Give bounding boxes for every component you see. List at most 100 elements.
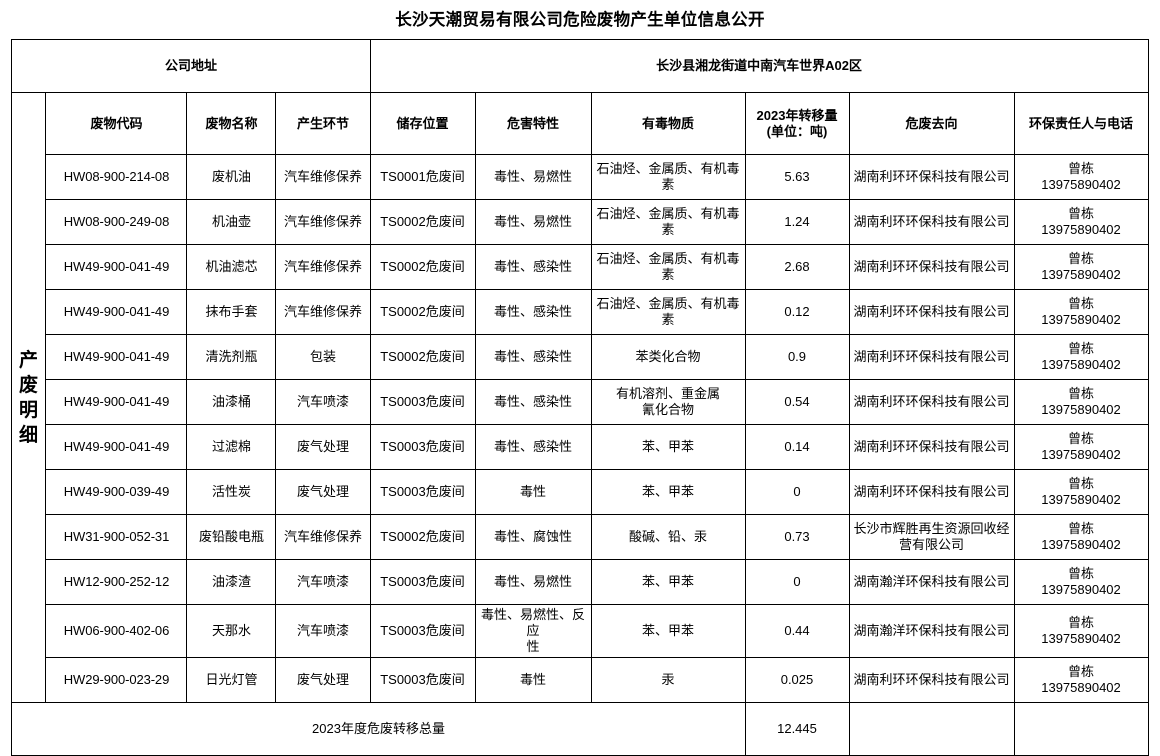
cell-hazard: 毒性、易燃性 — [474, 559, 592, 605]
cell-person-phone: 13975890402 — [1041, 177, 1121, 192]
col-header-responsible-person: 环保责任人与电话 — [1013, 92, 1149, 155]
hazardous-waste-disclosure-page: 长沙天潮贸易有限公司危险废物产生单位信息公开 公司地址 长沙县湘龙街道中南汽车世… — [11, 11, 1149, 756]
cell-waste-name: 日光灯管 — [186, 657, 277, 703]
cell-person-phone: 13975890402 — [1041, 447, 1121, 462]
cell-toxic-line1: 有机溶剂、重金属 — [615, 386, 720, 401]
cell-amount: 0.9 — [744, 334, 850, 380]
cell-destination: 湖南利环环保科技有限公司 — [848, 289, 1015, 335]
waste-disclosure-table: 公司地址 长沙县湘龙街道中南汽车世界A02区 产废明细 废物代码 废物名称 产生… — [11, 39, 1149, 756]
cell-destination: 湖南利环环保科技有限公司 — [848, 154, 1015, 200]
cell-person-name: 曾栋 — [1068, 341, 1095, 356]
cell-waste-name: 过滤棉 — [186, 424, 277, 470]
cell-waste-code: HW06-900-402-06 — [45, 604, 188, 658]
cell-amount: 0.54 — [744, 379, 850, 425]
cell-stage: 汽车喷漆 — [275, 379, 371, 425]
cell-hazard-line1: 毒性、易燃性、反应 — [480, 607, 585, 638]
cell-waste-code: HW08-900-214-08 — [45, 154, 188, 200]
cell-hazard-line2: 性 — [526, 639, 540, 654]
cell-person-phone: 13975890402 — [1041, 222, 1121, 237]
cell-storage: TS0003危废间 — [369, 657, 476, 703]
cell-responsible-person: 曾栋 13975890402 — [1013, 514, 1149, 560]
cell-waste-name: 抹布手套 — [186, 289, 277, 335]
cell-person-phone: 13975890402 — [1041, 631, 1121, 646]
address-value: 长沙县湘龙街道中南汽车世界A02区 — [369, 39, 1149, 93]
cell-destination: 湖南利环环保科技有限公司 — [848, 199, 1015, 245]
table-row: HW12-900-252-12 油漆渣 汽车喷漆 TS0003危废间 毒性、易燃… — [12, 559, 1149, 605]
cell-stage: 废气处理 — [275, 469, 371, 515]
total-destination-empty — [848, 702, 1015, 756]
col-header-toxic: 有毒物质 — [590, 92, 746, 155]
cell-toxic: 苯、甲苯 — [590, 604, 746, 658]
total-row: 2023年度危废转移总量 12.445 — [11, 702, 1149, 756]
cell-amount: 0.14 — [744, 424, 850, 470]
table-body: 公司地址 长沙县湘龙街道中南汽车世界A02区 产废明细 废物代码 废物名称 产生… — [11, 39, 1149, 756]
table-row: HW29-900-023-29 日光灯管 废气处理 TS0003危废间 毒性 汞… — [12, 657, 1149, 703]
cell-waste-code: HW49-900-041-49 — [45, 379, 188, 425]
cell-person-name: 曾栋 — [1068, 521, 1095, 536]
cell-waste-name: 油漆渣 — [186, 559, 277, 605]
side-label-production-detail: 产废明细 — [11, 92, 47, 703]
cell-person-name: 曾栋 — [1068, 476, 1095, 491]
side-label-text: 产废明细 — [18, 349, 39, 446]
cell-person-phone: 13975890402 — [1041, 357, 1121, 372]
cell-toxic: 石油烃、金属质、有机毒素 — [590, 244, 746, 290]
cell-person-name: 曾栋 — [1068, 615, 1095, 630]
cell-stage: 汽车维修保养 — [275, 289, 371, 335]
cell-hazard: 毒性 — [474, 469, 592, 515]
table-row: HW08-900-214-08 废机油 汽车维修保养 TS0001危废间 毒性、… — [12, 154, 1149, 200]
cell-destination: 湖南瀚洋环保科技有限公司 — [848, 559, 1015, 605]
cell-destination: 湖南利环环保科技有限公司 — [848, 657, 1015, 703]
cell-storage: TS0003危废间 — [369, 559, 476, 605]
cell-waste-code: HW49-900-041-49 — [45, 289, 188, 335]
table-row: HW49-900-041-49 过滤棉 废气处理 TS0003危废间 毒性、感染… — [12, 424, 1149, 470]
cell-waste-code: HW31-900-052-31 — [45, 514, 188, 560]
table-row: HW49-900-039-49 活性炭 废气处理 TS0003危废间 毒性 苯、… — [12, 469, 1149, 515]
cell-toxic: 苯、甲苯 — [590, 469, 746, 515]
table-row: HW08-900-249-08 机油壶 汽车维修保养 TS0002危废间 毒性、… — [12, 199, 1149, 245]
cell-toxic: 苯类化合物 — [590, 334, 746, 380]
cell-person-phone: 13975890402 — [1041, 537, 1121, 552]
col-header-stage: 产生环节 — [275, 92, 371, 155]
cell-waste-name: 废机油 — [186, 154, 277, 200]
cell-hazard: 毒性、易燃性 — [474, 199, 592, 245]
cell-person-name: 曾栋 — [1068, 566, 1095, 581]
cell-amount: 2.68 — [744, 244, 850, 290]
cell-waste-code: HW08-900-249-08 — [45, 199, 188, 245]
table-row: HW06-900-402-06 天那水 汽车喷漆 TS0003危废间 毒性、易燃… — [12, 604, 1149, 658]
cell-stage: 汽车维修保养 — [275, 514, 371, 560]
cell-person-phone: 13975890402 — [1041, 267, 1121, 282]
col-header-transfer-amount-line2: (单位：吨) — [766, 123, 828, 139]
col-header-hazard: 危害特性 — [474, 92, 592, 155]
cell-stage: 汽车维修保养 — [275, 244, 371, 290]
cell-amount: 0.12 — [744, 289, 850, 335]
col-header-storage: 储存位置 — [369, 92, 476, 155]
cell-storage: TS0003危废间 — [369, 379, 476, 425]
cell-person-name: 曾栋 — [1068, 664, 1095, 679]
cell-storage: TS0002危废间 — [369, 514, 476, 560]
cell-person-phone: 13975890402 — [1041, 312, 1121, 327]
cell-stage: 包装 — [275, 334, 371, 380]
cell-responsible-person: 曾栋 13975890402 — [1013, 604, 1149, 658]
cell-toxic: 石油烃、金属质、有机毒素 — [590, 199, 746, 245]
cell-toxic: 苯、甲苯 — [590, 424, 746, 470]
total-label: 2023年度危废转移总量 — [11, 702, 746, 756]
cell-person-name: 曾栋 — [1068, 296, 1095, 311]
cell-person-name: 曾栋 — [1068, 431, 1095, 446]
address-label: 公司地址 — [11, 39, 371, 93]
cell-person-phone: 13975890402 — [1041, 582, 1121, 597]
cell-destination: 湖南利环环保科技有限公司 — [848, 334, 1015, 380]
table-row: HW49-900-041-49 清洗剂瓶 包装 TS0002危废间 毒性、感染性… — [12, 334, 1149, 380]
col-header-waste-name: 废物名称 — [186, 92, 277, 155]
table-row: HW49-900-041-49 油漆桶 汽车喷漆 TS0003危废间 毒性、感染… — [12, 379, 1149, 425]
cell-storage: TS0002危废间 — [369, 244, 476, 290]
cell-amount: 0.44 — [744, 604, 850, 658]
cell-amount: 0 — [744, 469, 850, 515]
cell-responsible-person: 曾栋 13975890402 — [1013, 289, 1149, 335]
cell-amount: 5.63 — [744, 154, 850, 200]
cell-waste-code: HW49-900-041-49 — [45, 244, 188, 290]
cell-destination: 湖南利环环保科技有限公司 — [848, 424, 1015, 470]
cell-stage: 汽车喷漆 — [275, 604, 371, 658]
cell-amount: 0 — [744, 559, 850, 605]
cell-hazard: 毒性、感染性 — [474, 244, 592, 290]
cell-hazard: 毒性、感染性 — [474, 424, 592, 470]
